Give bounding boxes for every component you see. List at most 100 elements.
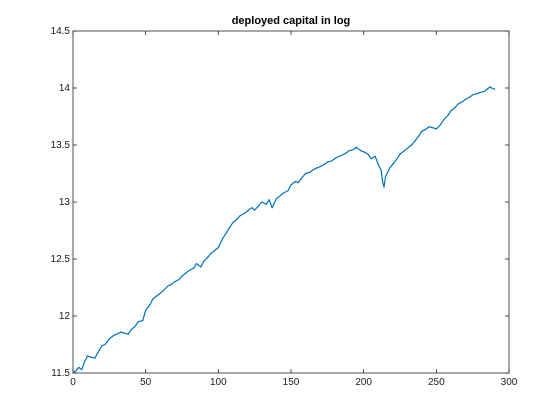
data-point	[381, 180, 384, 183]
x-tick-label: 100	[210, 377, 227, 388]
data-point	[326, 161, 328, 163]
y-tick-label: 12	[59, 311, 71, 322]
data-point	[214, 249, 217, 251]
data-point	[352, 148, 355, 151]
data-point	[101, 345, 103, 347]
data-point	[81, 368, 83, 371]
y-tick-label: 12.5	[51, 254, 71, 265]
data-point	[178, 278, 180, 281]
data-point	[239, 215, 241, 217]
data-point	[166, 285, 169, 287]
data-point	[127, 333, 129, 335]
data-point	[483, 90, 485, 93]
data-point	[469, 96, 471, 98]
x-tick-label: 200	[355, 377, 372, 388]
data-point	[454, 106, 456, 108]
data-point	[152, 298, 154, 300]
data-point	[383, 186, 385, 188]
data-point	[193, 267, 195, 269]
data-point	[406, 147, 408, 150]
data-point	[447, 114, 449, 116]
data-point	[443, 119, 445, 121]
data-point	[283, 192, 285, 194]
data-point	[425, 128, 427, 130]
y-tick-label: 14	[59, 83, 71, 94]
data-point	[309, 171, 311, 173]
data-point	[185, 272, 187, 274]
y-tick-label: 13.5	[51, 140, 71, 151]
data-point	[86, 355, 89, 357]
data-point	[200, 266, 202, 268]
data-point	[319, 166, 321, 168]
data-point	[268, 199, 270, 201]
y-tick-label: 13	[59, 197, 71, 208]
data-point	[432, 127, 435, 129]
plot-area	[72, 30, 510, 374]
data-point	[377, 163, 379, 165]
data-point	[418, 135, 420, 137]
x-tick-label: 50	[140, 377, 152, 388]
data-point	[174, 281, 176, 283]
data-point	[203, 260, 205, 262]
data-point	[156, 294, 158, 297]
data-point	[370, 158, 372, 160]
data-point	[133, 326, 135, 328]
data-point	[421, 130, 423, 132]
data-point	[246, 210, 248, 212]
data-point	[304, 172, 307, 175]
data-point	[265, 203, 267, 205]
data-point	[258, 204, 260, 207]
data-point	[450, 110, 452, 112]
data-point	[261, 201, 263, 203]
data-point	[380, 169, 382, 171]
data-point	[181, 275, 183, 277]
data-point	[476, 93, 478, 95]
data-point	[232, 221, 234, 224]
data-point	[312, 169, 314, 171]
data-point	[348, 150, 350, 152]
data-point	[275, 197, 278, 200]
data-point	[440, 123, 442, 126]
data-point	[123, 332, 125, 334]
data-point	[334, 158, 336, 160]
data-point	[355, 146, 357, 148]
data-point	[341, 154, 343, 156]
data-point	[472, 94, 474, 96]
data-point	[236, 218, 238, 220]
y-tick-label: 11.5	[51, 368, 70, 379]
data-point	[72, 372, 74, 374]
data-point	[217, 247, 219, 249]
data-point	[457, 103, 459, 105]
data-point	[428, 126, 430, 128]
data-point	[210, 252, 212, 254]
data-point	[94, 357, 96, 359]
data-point	[116, 333, 118, 335]
data-point	[104, 343, 106, 346]
data-point	[316, 167, 318, 169]
data-point	[360, 150, 362, 152]
data-point	[396, 158, 398, 160]
data-point	[290, 184, 292, 186]
data-point	[399, 153, 401, 155]
data-point	[486, 88, 488, 90]
data-point	[108, 338, 110, 340]
data-point	[331, 160, 333, 162]
data-point	[489, 86, 491, 88]
data-point	[137, 321, 139, 323]
data-point	[392, 163, 394, 165]
data-point	[78, 366, 80, 368]
data-point	[323, 163, 326, 165]
data-point	[464, 98, 466, 100]
data-point	[374, 155, 376, 157]
data-point	[84, 361, 86, 363]
data-point	[195, 262, 198, 265]
data-point	[162, 290, 164, 292]
data-point	[435, 128, 437, 130]
data-series	[72, 86, 496, 374]
data-point	[367, 153, 369, 155]
data-point	[98, 349, 100, 351]
x-tick-label: 250	[428, 377, 445, 388]
data-point	[389, 167, 391, 169]
axis-tick-labels: 0 50 100 150 200 250 300 11.5 12 12.5 13 13.5 14 14.5	[51, 26, 518, 388]
